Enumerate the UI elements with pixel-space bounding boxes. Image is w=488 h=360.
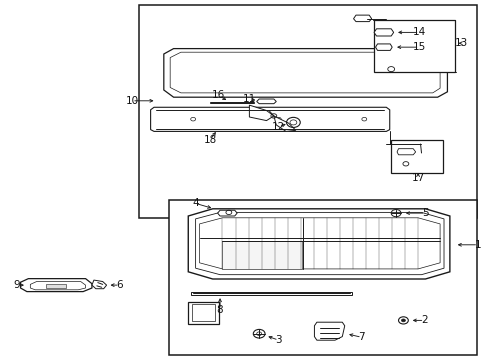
Polygon shape: [188, 209, 449, 279]
Bar: [188, 302, 218, 324]
Text: 3: 3: [275, 335, 282, 345]
Polygon shape: [30, 282, 85, 290]
Polygon shape: [222, 241, 302, 269]
Polygon shape: [199, 218, 439, 269]
Bar: [191, 304, 215, 321]
Bar: [139, 5, 476, 218]
Bar: [390, 140, 442, 173]
Text: 12: 12: [271, 122, 285, 132]
Polygon shape: [375, 44, 391, 50]
Text: 15: 15: [412, 42, 426, 52]
Text: 10: 10: [125, 96, 138, 106]
Polygon shape: [92, 280, 106, 289]
Text: 11: 11: [242, 94, 256, 104]
Circle shape: [401, 319, 405, 322]
Text: 1: 1: [474, 240, 481, 250]
Bar: [168, 200, 476, 355]
Polygon shape: [396, 149, 415, 155]
Text: 16: 16: [211, 90, 225, 100]
Polygon shape: [373, 29, 393, 36]
Text: 5: 5: [421, 208, 428, 218]
Polygon shape: [150, 107, 389, 131]
Polygon shape: [190, 292, 351, 295]
Text: 18: 18: [203, 135, 217, 145]
Polygon shape: [20, 279, 92, 292]
Polygon shape: [249, 105, 273, 121]
Text: 8: 8: [216, 305, 223, 315]
Text: 4: 4: [192, 198, 199, 208]
Text: 9: 9: [14, 280, 20, 290]
Polygon shape: [273, 116, 295, 131]
Text: 13: 13: [454, 38, 468, 48]
Polygon shape: [217, 210, 237, 216]
Text: 6: 6: [116, 280, 123, 290]
Bar: [46, 284, 66, 288]
Polygon shape: [170, 52, 439, 93]
Polygon shape: [163, 49, 447, 97]
Polygon shape: [195, 212, 443, 275]
Text: 14: 14: [412, 27, 426, 37]
Text: 7: 7: [358, 332, 365, 342]
Polygon shape: [314, 322, 344, 340]
Text: 2: 2: [420, 315, 427, 325]
Polygon shape: [353, 15, 371, 22]
Bar: [373, 20, 454, 72]
Text: 17: 17: [410, 173, 424, 183]
Polygon shape: [256, 99, 276, 104]
